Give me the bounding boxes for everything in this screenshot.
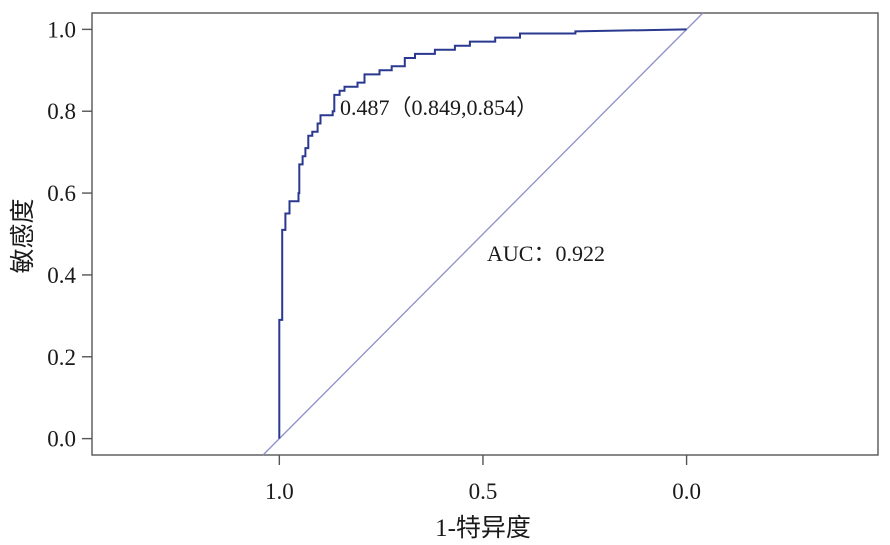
y-tick-label: 0.4 bbox=[47, 263, 76, 288]
axis-ticks: 0.0 0.2 0.4 0.6 0.8 1.0 1.0 0.5 0.0 bbox=[47, 17, 701, 504]
y-tick-label: 1.0 bbox=[47, 17, 76, 42]
roc-curve-line bbox=[278, 28, 687, 439]
y-tick-label: 0.6 bbox=[47, 181, 76, 206]
cutoff-annotation: 0.487（0.849,0.854） bbox=[340, 95, 538, 120]
x-axis-label: 1-特异度 bbox=[435, 514, 531, 542]
y-axis-label: 敏感度 bbox=[9, 198, 37, 273]
y-tick-label: 0.0 bbox=[47, 427, 76, 452]
x-tick-label: 1.0 bbox=[265, 479, 294, 504]
x-tick-label: 0.0 bbox=[672, 479, 701, 504]
x-tick-label: 0.5 bbox=[469, 479, 498, 504]
reference-diagonal-line bbox=[262, 12, 704, 456]
plot-frame bbox=[91, 12, 879, 456]
auc-annotation: AUC：0.922 bbox=[487, 241, 605, 266]
y-tick-label: 0.2 bbox=[47, 345, 76, 370]
y-tick-label: 0.8 bbox=[47, 99, 76, 124]
